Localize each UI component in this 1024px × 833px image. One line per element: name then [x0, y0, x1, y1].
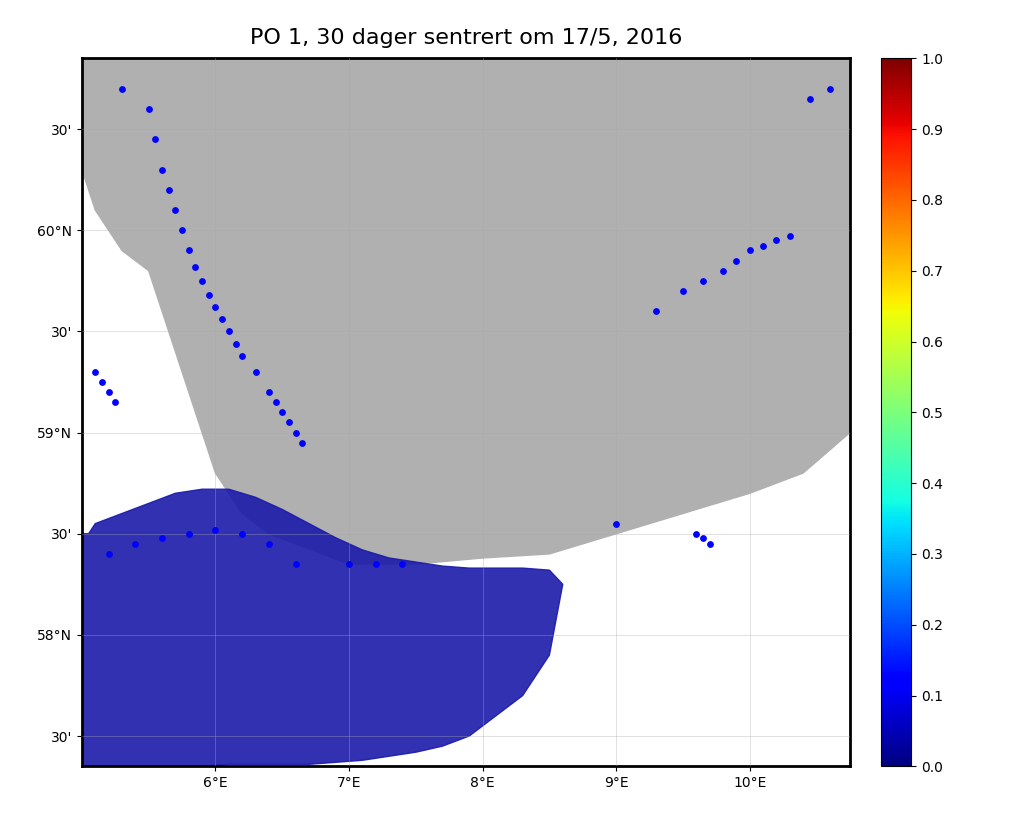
- Point: [100, 386, 117, 399]
- Point: [174, 223, 190, 237]
- Point: [154, 531, 170, 545]
- Point: [100, 547, 117, 561]
- Point: [201, 288, 217, 302]
- Point: [688, 527, 705, 541]
- Point: [608, 517, 625, 531]
- Point: [675, 284, 691, 297]
- Point: [234, 349, 251, 362]
- Point: [161, 183, 177, 197]
- Point: [94, 376, 111, 389]
- Point: [140, 102, 157, 116]
- Point: [368, 557, 384, 571]
- Point: [755, 240, 771, 253]
- Point: [261, 537, 278, 551]
- Point: [167, 203, 183, 217]
- Point: [695, 531, 712, 545]
- Point: [274, 406, 291, 419]
- Point: [214, 312, 230, 326]
- Point: [207, 301, 223, 314]
- Point: [294, 436, 310, 449]
- Point: [187, 260, 204, 273]
- Point: [768, 234, 784, 247]
- Point: [701, 537, 718, 551]
- Point: [207, 523, 223, 536]
- Point: [180, 244, 197, 257]
- Point: [248, 365, 264, 378]
- Point: [180, 527, 197, 541]
- Point: [227, 337, 244, 350]
- Point: [648, 305, 665, 318]
- Point: [781, 230, 798, 243]
- Point: [281, 416, 297, 429]
- Point: [394, 557, 411, 571]
- Point: [147, 132, 164, 146]
- Point: [108, 396, 124, 409]
- Point: [194, 274, 210, 287]
- Point: [802, 92, 818, 106]
- Title: PO 1, 30 dager sentrert om 17/5, 2016: PO 1, 30 dager sentrert om 17/5, 2016: [250, 28, 682, 48]
- Point: [87, 365, 103, 378]
- Point: [154, 163, 170, 177]
- Point: [741, 244, 758, 257]
- Point: [821, 82, 838, 95]
- Point: [288, 557, 304, 571]
- Point: [267, 396, 284, 409]
- Point: [728, 254, 744, 267]
- Point: [715, 264, 731, 277]
- Point: [127, 537, 143, 551]
- Point: [220, 325, 237, 338]
- Point: [288, 426, 304, 439]
- Polygon shape: [82, 489, 563, 766]
- Point: [695, 274, 712, 287]
- Point: [114, 82, 130, 95]
- Point: [234, 527, 251, 541]
- Polygon shape: [82, 58, 850, 564]
- Point: [341, 557, 357, 571]
- Point: [261, 386, 278, 399]
